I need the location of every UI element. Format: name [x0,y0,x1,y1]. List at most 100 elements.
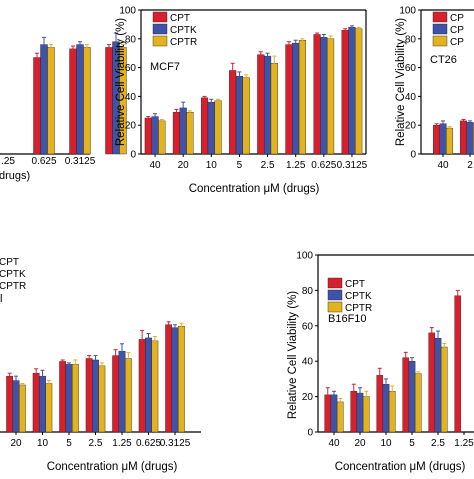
bar-cptr [158,120,166,155]
legend-swatch-cptr [327,301,343,313]
legend-label: CPT [170,13,190,24]
bar-cpt [285,44,293,155]
bar-cptr [45,383,53,433]
bar-cptk [263,55,272,155]
cell-line-label-fragment: l [0,293,2,305]
x-tick-label: 2.5 [89,438,103,449]
x-tick-label: 40 [150,160,162,171]
bar-cptr [98,365,106,433]
legend-label: CP [450,25,464,36]
legend-label: CPT [0,257,19,268]
bar-cptk [12,380,20,433]
legend-swatch-cpt [327,277,343,289]
bar-cpt [33,57,41,155]
legend-label: CPTR [345,303,372,314]
legend-label: CPTK [345,291,372,302]
x-tick-label: .25 [1,156,15,167]
bar-cptr [446,127,453,155]
bar-cpt [138,339,146,433]
bar-cptk [151,116,159,155]
bar-cptk [330,394,338,433]
x-axis-title: Concentration μM (drugs) [189,183,320,195]
bar-cpt [144,117,152,155]
bar-cpt [59,361,67,433]
y-tick-label: 60 [302,321,314,332]
legend-label: CPTK [170,25,197,36]
bar-cpt [313,34,321,155]
x-tick-label: 0.625 [311,160,336,171]
legend-swatch-cptk [327,289,343,301]
y-tick-label: 0 [410,150,416,161]
x-tick-label: 10 [206,160,218,171]
bar-cpt [69,48,77,155]
bar-cpt [433,124,440,155]
y-tick-label: 20 [302,392,314,403]
bar-cpt [341,29,349,155]
bar-cpt [257,54,265,155]
x-tick-label: 0.625 [31,156,56,167]
bar-cptr [214,100,222,155]
bar-cptk [207,101,215,155]
bar-cptk [292,42,300,155]
x-tick-label: 0.3125 [65,156,96,167]
y-tick-label: 80 [405,34,417,45]
bar-cpt [85,358,93,433]
bar-cptk [40,44,48,155]
x-tick-label: 40 [437,160,449,171]
x-tick-label: 0.3125 [337,160,368,171]
bar-cptk [92,359,99,433]
bar-group [433,118,474,155]
y-tick-label: 40 [405,92,417,103]
chart-panel-ct26: Relative Cell Viability (%) CT26 0 20 40 60… [395,6,474,171]
bar-cptk [356,392,364,433]
cell-line-label: MCF7 [150,61,180,73]
bar-cpt [428,332,436,433]
chart-panel-bottom-left: Concentration μM (drugs) l 20 10 5 2.5 1.25 0… [0,257,201,473]
x-tick-label: 0.625 [136,438,161,449]
y-axis-title: Relative Cell Viability (%) [115,18,127,146]
bar-cptr [47,47,55,155]
bar-cpt [460,120,467,155]
bar-cptr [186,112,194,155]
y-tick-label: 100 [399,6,416,17]
x-tick-label: 20 [10,438,22,449]
bar-cptr [355,28,363,155]
bar-cptr [440,346,448,433]
x-tick-label: 1.25 [286,160,306,171]
bar-cptr [83,47,91,155]
bar-group [144,25,363,155]
bar-cptk [145,337,152,433]
bar-cpt [402,357,410,433]
bar-cptr [388,391,396,433]
x-axis-title: Concentration μM (drugs) [47,461,178,473]
bar-group [6,321,185,433]
bar-cptr [270,63,278,155]
bar-cptk [65,364,73,433]
legend-label: CP [450,37,464,48]
y-tick-label: 20 [405,121,417,132]
axes: 0 20 40 60 80 100 40 2 [399,6,474,171]
bar-cpt [200,97,209,155]
bar-cptk [382,384,390,433]
bar-cptk [434,337,442,433]
bar-group [33,32,127,155]
legend-label: CPTK [0,269,26,280]
bar-cptk [179,107,187,155]
x-axis-title: Concentration μM (drugs) [335,461,466,473]
x-tick-label: 1.25 [454,438,474,449]
bar-cpt [172,112,181,155]
bar-cptr [414,373,422,433]
legend-swatch-cptr [432,35,448,47]
chart-panel-b16f10: Relative Cell Viability (%) Concentratio… [287,251,474,473]
x-tick-label: 5 [237,160,243,171]
y-axis-title: Relative Cell Viability (%) [287,291,299,419]
bar-cptk [320,37,328,155]
bar-cptk [76,44,84,155]
cell-line-label: B16F10 [328,313,367,325]
bar-cptk [235,76,244,155]
legend-label: CPTR [0,281,26,292]
x-tick-label: 10 [380,438,392,449]
x-tick-label: 2.5 [431,438,445,449]
